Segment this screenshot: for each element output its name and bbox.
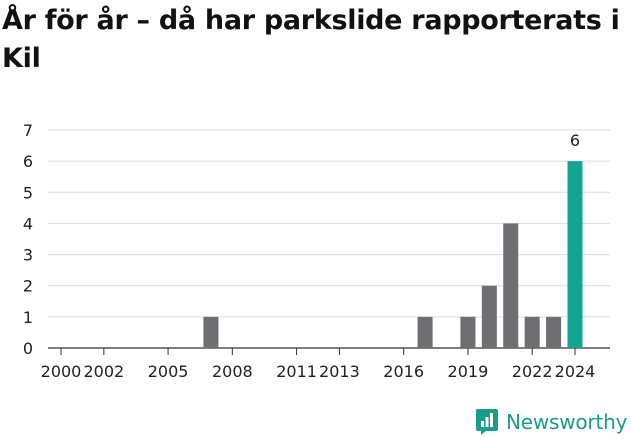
bar-2021 [503,223,519,348]
y-tick-label: 2 [23,277,33,296]
y-tick-label: 4 [23,214,33,233]
brand-name: Newsworthy [506,410,628,434]
x-tick-label: 2013 [319,362,360,381]
x-tick-label: 2002 [83,362,124,381]
y-axis: 0 1 2 3 4 5 6 7 [23,121,33,358]
bar-2024 [567,161,583,348]
x-tick-label: 2024 [555,362,596,381]
chart-title: År för år – då har parkslide rapporterat… [2,5,620,74]
x-axis: 2000 2002 2005 2008 2011 2013 2016 2019 2022 2024 [41,347,610,381]
bar-2019 [460,316,476,348]
bar-2020 [481,285,497,348]
y-tick-label: 5 [23,183,33,202]
bar-2017 [417,316,433,348]
grid-lines [48,129,610,318]
data-label-2024: 6 [570,131,580,150]
bar-2007 [203,316,219,348]
y-tick-label: 6 [23,152,33,171]
bar-2023 [546,316,562,348]
y-tick-label: 7 [23,121,33,140]
x-tick-label: 2016 [383,362,424,381]
y-tick-label: 3 [23,246,33,265]
y-tick-label: 0 [23,339,33,358]
newsworthy-logo: Newsworthy [475,407,627,437]
x-tick-label: 2011 [276,362,317,381]
y-tick-label: 1 [23,308,33,327]
x-tick-label: 2022 [512,362,553,381]
bars [203,161,583,348]
x-tick-label: 2005 [148,362,189,381]
data-labels: 6 [570,131,580,150]
x-tick-label: 2000 [41,362,82,381]
newsworthy-icon [476,409,498,435]
bar-2022 [524,316,540,348]
x-tick-label: 2008 [212,362,253,381]
x-tick-label: 2019 [448,362,489,381]
